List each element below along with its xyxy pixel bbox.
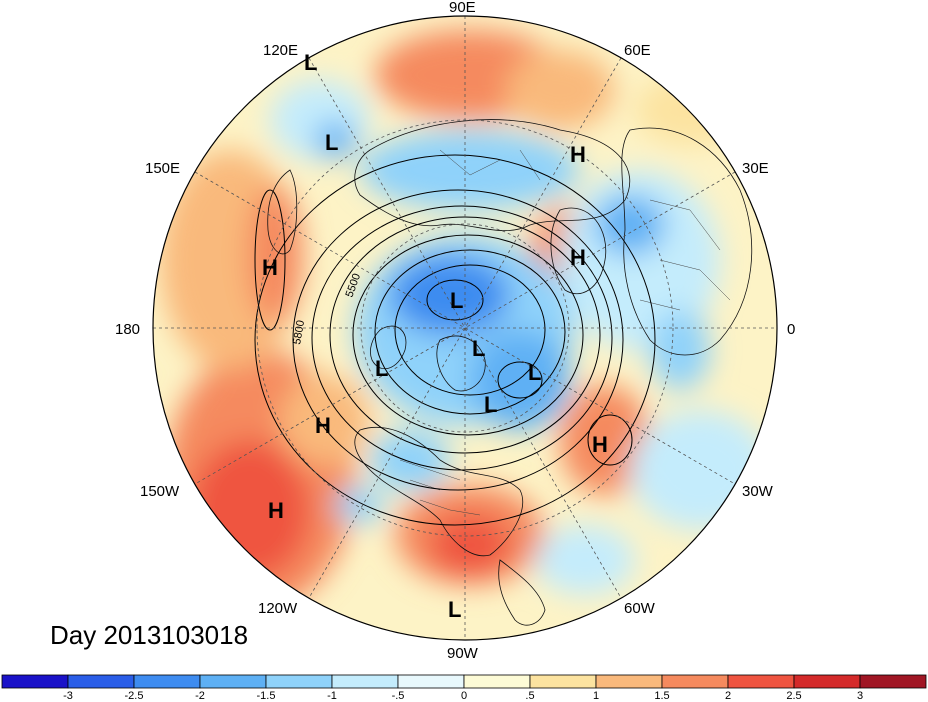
lon-label-90w: 90W [447, 645, 479, 662]
lon-label-120e: 120E [263, 42, 298, 59]
high-marker: H [268, 498, 284, 523]
colorbar-label: 1 [593, 690, 599, 702]
lon-label-60w: 60W [624, 600, 656, 617]
colorbar-swatch [331, 674, 399, 689]
lon-label-90e: 90E [449, 0, 476, 16]
colorbar-label: -1 [327, 690, 337, 702]
high-marker: H [262, 255, 278, 280]
colorbar-swatch [67, 674, 135, 689]
colorbar: -3 -2.5 -2 -1.5 -1 -.5 0 .5 1 1.5 2 2.5 3 [1, 674, 927, 702]
coastlines [267, 119, 753, 626]
lon-label-30e: 30E [742, 160, 769, 177]
contour-label-5800: 5800 [291, 319, 307, 345]
low-marker: L [325, 130, 338, 155]
colorbar-label: -1.5 [257, 690, 276, 702]
high-marker: H [570, 245, 586, 270]
colorbar-swatch [133, 674, 201, 689]
lon-label-30w: 30W [742, 483, 774, 500]
colorbar-swatch [661, 674, 729, 689]
longitude-labels: 90E 60E 30E 0 30W 60W 90W 120W 150W 180 … [115, 0, 795, 662]
colorbar-swatch [199, 674, 267, 689]
low-marker: L [484, 392, 497, 417]
colorbar-label: 0 [461, 690, 467, 702]
high-marker: H [315, 413, 331, 438]
colorbar-label: 2 [725, 690, 731, 702]
colorbar-swatch [793, 674, 861, 689]
colorbar-swatch [529, 674, 597, 689]
lon-label-120w: 120W [258, 600, 298, 617]
map-boundary [152, 15, 778, 641]
graticule [153, 16, 777, 640]
colorbar-label: -2.5 [125, 690, 144, 702]
low-marker: L [472, 336, 485, 361]
colorbar-swatch [595, 674, 663, 689]
colorbar-swatch [265, 674, 333, 689]
lon-label-0: 0 [787, 321, 795, 338]
colorbar-swatch [463, 674, 531, 689]
lon-label-180: 180 [115, 321, 140, 338]
colorbar-label: 1.5 [654, 690, 669, 702]
colorbar-label: -3 [63, 690, 73, 702]
low-marker: L [375, 356, 388, 381]
colorbar-label: 2.5 [786, 690, 801, 702]
low-marker: L [450, 288, 463, 313]
colorbar-swatch [859, 674, 927, 689]
low-marker: L [528, 360, 541, 385]
lon-label-60e: 60E [624, 42, 651, 59]
colorbar-label: -2 [195, 690, 205, 702]
day-title: Day 2013103018 [50, 620, 249, 650]
colorbar-swatch [1, 674, 69, 689]
high-marker: H [592, 432, 608, 457]
colorbar-swatch [727, 674, 795, 689]
low-marker: L [304, 50, 317, 75]
lon-label-150w: 150W [140, 483, 180, 500]
high-marker: H [570, 142, 586, 167]
low-marker: L [448, 597, 461, 622]
colorbar-swatch [397, 674, 465, 689]
colorbar-label: .5 [525, 690, 534, 702]
lon-label-150e: 150E [145, 160, 180, 177]
pressure-systems: H H H H H H L L L L L L L L [262, 50, 608, 622]
colorbar-label: 3 [857, 690, 863, 702]
colorbar-label: -.5 [392, 690, 405, 702]
